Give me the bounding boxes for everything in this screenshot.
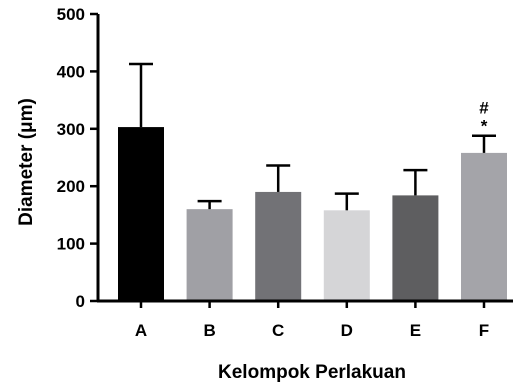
bar-c: [255, 191, 302, 301]
annotations-layer: *#: [479, 99, 489, 136]
x-tick-label-d: D: [341, 321, 353, 340]
bars-layer: [118, 127, 507, 301]
x-axis: A B C D E F: [97, 299, 513, 340]
x-tick-label-e: E: [410, 321, 421, 340]
x-tick-label-b: B: [203, 321, 215, 340]
significance-marker: *: [481, 117, 488, 136]
error-bar-c: [266, 164, 291, 192]
y-tick-label: 500: [57, 5, 85, 24]
bar-e: [392, 195, 439, 301]
significance-marker: #: [479, 99, 489, 118]
x-tick-label-f: F: [479, 321, 489, 340]
x-axis-title: Kelompok Perlakuan: [218, 362, 406, 383]
y-ticks: 0 100 200 300 400 500: [57, 5, 98, 311]
error-bars-layer: [129, 62, 496, 211]
bar-d: [323, 210, 370, 301]
bar-b: [186, 209, 233, 301]
y-tick-label: 200: [57, 177, 85, 196]
y-tick-label: 100: [57, 235, 85, 254]
y-axis: 0 100 200 300 400 500: [57, 5, 100, 311]
bar-a: [118, 127, 164, 301]
error-bar-a: [129, 62, 153, 128]
y-axis-title: Diameter (μm): [16, 98, 37, 226]
y-tick-label: 0: [76, 292, 85, 311]
y-tick-label: 400: [57, 62, 85, 81]
error-bar-f: [472, 134, 496, 153]
x-ticks: A B C D E F: [135, 301, 489, 340]
error-bar-d: [334, 192, 359, 211]
error-bar-b: [197, 199, 222, 210]
y-tick-label: 300: [57, 120, 85, 139]
error-bar-e: [403, 168, 428, 196]
bar-f: [461, 152, 507, 301]
x-tick-label-c: C: [272, 321, 284, 340]
x-tick-label-a: A: [135, 321, 147, 340]
